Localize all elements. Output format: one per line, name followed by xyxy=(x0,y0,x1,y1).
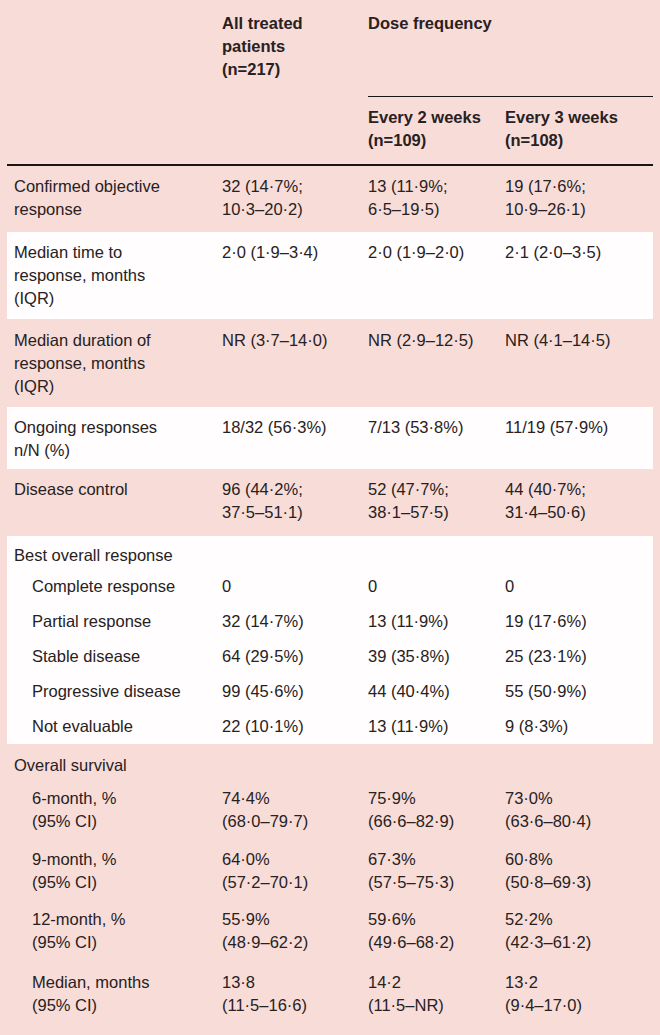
value-every-2-weeks: 52 (47·7%; 38·1–57·5) xyxy=(368,478,505,536)
value-every-3-weeks: 60·8% (50·8–69·3) xyxy=(505,848,660,901)
value-all-treated: 22 (10·1%) xyxy=(222,715,368,744)
table-row-stable-disease: Stable disease 64 (29·5%) 39 (35·8%) 25 … xyxy=(0,639,660,674)
value-all-treated: 32 (14·7%) xyxy=(222,610,368,639)
value-all-treated: 55·9% (48·9–62·2) xyxy=(222,908,368,961)
table-row-ongoing-responses: Ongoing responses n/N (%) 18/32 (56·3%) … xyxy=(0,407,660,469)
row-label: Complete response xyxy=(0,575,222,604)
section-title: Overall survival xyxy=(0,754,222,779)
table-row-partial-response: Partial response 32 (14·7%) 13 (11·9%) 1… xyxy=(0,604,660,639)
table-row-disease-control: Disease control 96 (44·2%; 37·5–51·1) 52… xyxy=(0,469,660,536)
value-all-treated: 99 (45·6%) xyxy=(222,680,368,709)
section-header-row: Overall survival xyxy=(0,744,660,779)
table-row-median-time-to-response: Median time to response, months (IQR) 2·… xyxy=(0,232,660,319)
value-all-treated: 0 xyxy=(222,575,368,604)
section-overall-survival: Overall survival 6-month, % (95% CI) 74·… xyxy=(0,744,660,1035)
value-every-2-weeks: 14·2 (11·5–NR) xyxy=(368,971,505,1035)
value-every-3-weeks: 25 (23·1%) xyxy=(505,645,660,674)
row-label: Ongoing responses n/N (%) xyxy=(0,416,222,469)
value-every-2-weeks: 13 (11·9%; 6·5–19·5) xyxy=(368,175,505,232)
table-row-complete-response: Complete response 0 0 0 xyxy=(0,569,660,604)
column-group-dose-frequency: Dose frequency Every 2 weeks (n=109) Eve… xyxy=(368,12,660,166)
row-label: 12-month, % (95% CI) xyxy=(0,908,222,961)
row-label: Stable disease xyxy=(0,645,222,674)
value-all-treated: 13·8 (11·5–16·6) xyxy=(222,971,368,1035)
value-every-3-weeks: 44 (40·7%; 31·4–50·6) xyxy=(505,478,660,536)
row-label: Partial response xyxy=(0,610,222,639)
value-every-2-weeks: 67·3% (57·5–75·3) xyxy=(368,848,505,901)
table-row-median-survival: Median, months (95% CI) 13·8 (11·5–16·6)… xyxy=(0,961,660,1035)
value-all-treated: 64 (29·5%) xyxy=(222,645,368,674)
table-row-confirmed-objective-response: Confirmed objective response 32 (14·7%; … xyxy=(0,166,660,232)
value-all-treated: 18/32 (56·3%) xyxy=(222,416,368,469)
value-every-2-weeks: 59·6% (49·6–68·2) xyxy=(368,908,505,961)
value-all-treated: NR (3·7–14·0) xyxy=(222,329,368,407)
column-header-all-treated-patients: All treated patients (n=217) xyxy=(222,12,368,166)
table-row-progressive-disease: Progressive disease 99 (45·6%) 44 (40·4%… xyxy=(0,674,660,709)
value-every-2-weeks: 39 (35·8%) xyxy=(368,645,505,674)
value-every-3-weeks: 19 (17·6%) xyxy=(505,610,660,639)
section-header-row: Best overall response xyxy=(0,536,660,569)
row-label: Median duration of response, months (IQR… xyxy=(0,329,222,407)
value-every-2-weeks: NR (2·9–12·5) xyxy=(368,329,505,407)
table-row-12-month-survival: 12-month, % (95% CI) 55·9% (48·9–62·2) 5… xyxy=(0,901,660,961)
value-every-2-weeks: 13 (11·9%) xyxy=(368,715,505,744)
value-every-3-weeks: NR (4·1–14·5) xyxy=(505,329,660,407)
table-row-not-evaluable: Not evaluable 22 (10·1%) 13 (11·9%) 9 (8… xyxy=(0,709,660,744)
value-all-treated: 96 (44·2%; 37·5–51·1) xyxy=(222,478,368,536)
column-header-every-3-weeks: Every 3 weeks (n=108) xyxy=(505,106,660,152)
section-best-overall-response: Best overall response Complete response … xyxy=(0,536,660,744)
table-row-median-duration-of-response: Median duration of response, months (IQR… xyxy=(0,319,660,407)
value-every-3-weeks: 9 (8·3%) xyxy=(505,715,660,744)
value-every-3-weeks: 55 (50·9%) xyxy=(505,680,660,709)
row-label: Disease control xyxy=(0,478,222,536)
value-every-3-weeks: 11/19 (57·9%) xyxy=(505,416,660,469)
row-label: Confirmed objective response xyxy=(0,175,222,232)
table-row-9-month-survival: 9-month, % (95% CI) 64·0% (57·2–70·1) 67… xyxy=(0,841,660,901)
value-every-3-weeks: 19 (17·6%; 10·9–26·1) xyxy=(505,175,660,232)
value-every-2-weeks: 75·9% (66·6–82·9) xyxy=(368,787,505,841)
value-every-2-weeks: 44 (40·4%) xyxy=(368,680,505,709)
value-every-3-weeks: 13·2 (9·4–17·0) xyxy=(505,971,660,1035)
clinical-outcomes-table: All treated patients (n=217) Dose freque… xyxy=(0,0,660,1035)
row-label: 9-month, % (95% CI) xyxy=(0,848,222,901)
value-all-treated: 2·0 (1·9–3·4) xyxy=(222,241,368,319)
section-title: Best overall response xyxy=(0,544,222,569)
column-header-every-2-weeks: Every 2 weeks (n=109) xyxy=(368,106,505,152)
row-label: 6-month, % (95% CI) xyxy=(0,787,222,841)
value-every-3-weeks: 52·2% (42·3–61·2) xyxy=(505,908,660,961)
row-label: Progressive disease xyxy=(0,680,222,709)
value-every-3-weeks: 73·0% (63·6–80·4) xyxy=(505,787,660,841)
value-every-2-weeks: 2·0 (1·9–2·0) xyxy=(368,241,505,319)
value-every-3-weeks: 2·1 (2·0–3·5) xyxy=(505,241,660,319)
dose-frequency-rule xyxy=(368,96,653,97)
dose-frequency-group-title: Dose frequency xyxy=(368,12,660,35)
value-all-treated: 64·0% (57·2–70·1) xyxy=(222,848,368,901)
value-every-2-weeks: 7/13 (53·8%) xyxy=(368,416,505,469)
header-label-spacer xyxy=(0,12,222,166)
value-every-3-weeks: 0 xyxy=(505,575,660,604)
row-label: Median time to response, months (IQR) xyxy=(0,241,222,319)
row-label: Median, months (95% CI) xyxy=(0,971,222,1035)
value-all-treated: 74·4% (68·0–79·7) xyxy=(222,787,368,841)
dose-frequency-subheaders: Every 2 weeks (n=109) Every 3 weeks (n=1… xyxy=(368,106,660,152)
value-every-2-weeks: 0 xyxy=(368,575,505,604)
value-every-2-weeks: 13 (11·9%) xyxy=(368,610,505,639)
value-all-treated: 32 (14·7%; 10·3–20·2) xyxy=(222,175,368,232)
table-row-6-month-survival: 6-month, % (95% CI) 74·4% (68·0–79·7) 75… xyxy=(0,779,660,841)
row-label: Not evaluable xyxy=(0,715,222,744)
table-header: All treated patients (n=217) Dose freque… xyxy=(0,0,660,166)
